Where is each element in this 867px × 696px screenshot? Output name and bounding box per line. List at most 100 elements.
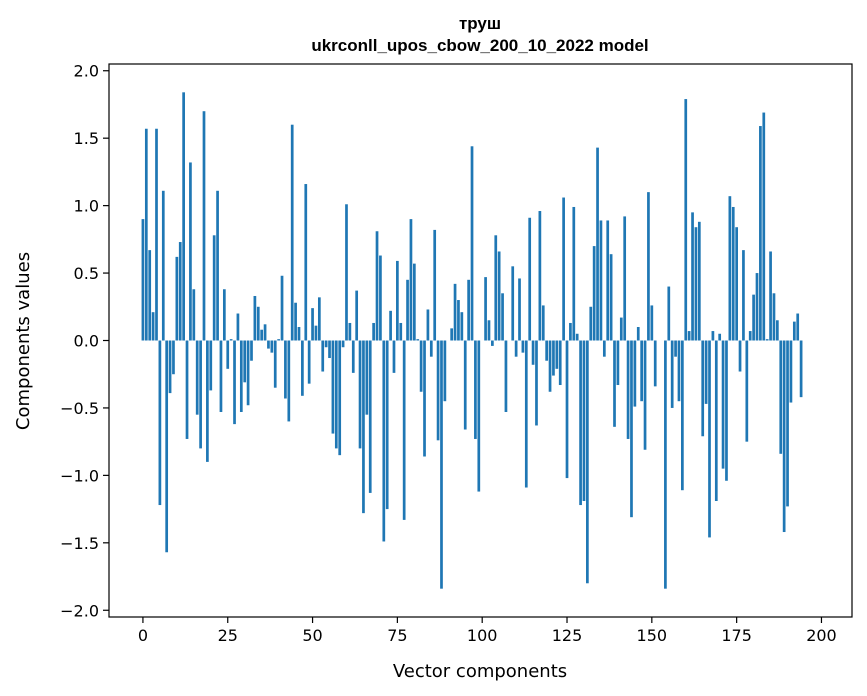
bar (602, 340, 606, 357)
bar (609, 254, 613, 341)
bar (399, 322, 403, 341)
bar (365, 340, 369, 415)
bar (647, 192, 650, 341)
y-tick-label: 1.5 (74, 129, 99, 148)
bar (579, 340, 582, 506)
bar (708, 340, 711, 538)
bar (731, 206, 735, 341)
bar (633, 340, 637, 407)
bar (643, 340, 647, 450)
bar (273, 340, 277, 388)
bar (616, 340, 620, 386)
bar (596, 147, 599, 341)
bar (799, 340, 803, 398)
bar (219, 340, 223, 412)
bar (742, 250, 745, 341)
bar (321, 340, 325, 372)
bars-group (141, 92, 803, 589)
bar (372, 322, 375, 341)
bar (765, 339, 769, 341)
bar (653, 340, 657, 387)
bar (552, 340, 555, 376)
bar (735, 227, 738, 341)
bar (243, 340, 247, 383)
bar (681, 340, 684, 491)
bar (189, 162, 192, 341)
y-tick-label: 1.0 (74, 197, 99, 216)
bar (589, 306, 593, 341)
bar (239, 340, 243, 412)
bar (168, 340, 172, 394)
bar (256, 306, 260, 341)
bar (477, 340, 481, 492)
bar (582, 340, 586, 501)
bar (294, 302, 297, 341)
bar (504, 340, 508, 412)
bar (423, 340, 426, 457)
bar (226, 340, 230, 369)
bar (175, 256, 179, 341)
bar (246, 340, 250, 406)
bar (748, 331, 752, 341)
x-tick-label: 175 (721, 626, 752, 645)
y-tick-label: −2.0 (60, 601, 99, 620)
bar (460, 312, 464, 341)
bar (674, 340, 677, 357)
bar (487, 320, 491, 341)
bar (711, 331, 715, 341)
bar (185, 340, 189, 439)
x-tick-label: 100 (467, 626, 498, 645)
bar (192, 289, 196, 341)
bar (691, 212, 694, 341)
bar (287, 340, 291, 422)
bar (586, 340, 589, 584)
bar (545, 340, 549, 361)
bar (270, 340, 274, 353)
bar (263, 324, 267, 341)
bar (141, 219, 145, 341)
bar (412, 263, 416, 341)
y-tick-label: 2.0 (74, 62, 99, 81)
bar (307, 340, 311, 384)
bar (538, 211, 542, 341)
bar (636, 327, 640, 341)
bar (684, 99, 688, 341)
bar (250, 340, 253, 361)
bar (392, 340, 396, 373)
bar (776, 320, 779, 341)
bar (419, 340, 423, 392)
bar (385, 340, 389, 510)
bar (623, 216, 627, 341)
bar (351, 340, 355, 373)
bar (284, 340, 287, 399)
bar (738, 340, 742, 372)
bar (687, 331, 691, 341)
bar (463, 340, 467, 430)
bar (301, 340, 304, 396)
bar (426, 309, 430, 341)
bar (355, 290, 359, 341)
bar (752, 294, 755, 341)
bar (314, 325, 318, 341)
bar (172, 340, 175, 375)
bar (178, 242, 182, 341)
bar (664, 340, 667, 589)
bar (396, 260, 399, 341)
bar (494, 235, 498, 341)
bar (782, 340, 786, 533)
bar (362, 340, 365, 514)
bar (535, 340, 538, 426)
bar (562, 197, 565, 341)
bar (592, 246, 596, 341)
bar (626, 340, 630, 439)
bar (630, 340, 633, 518)
x-tick-label: 150 (637, 626, 668, 645)
bar (718, 333, 722, 341)
bar (613, 340, 616, 427)
bar (569, 322, 572, 341)
bar (429, 340, 433, 357)
bar (206, 340, 209, 462)
bar (524, 340, 528, 488)
bar (572, 206, 576, 341)
